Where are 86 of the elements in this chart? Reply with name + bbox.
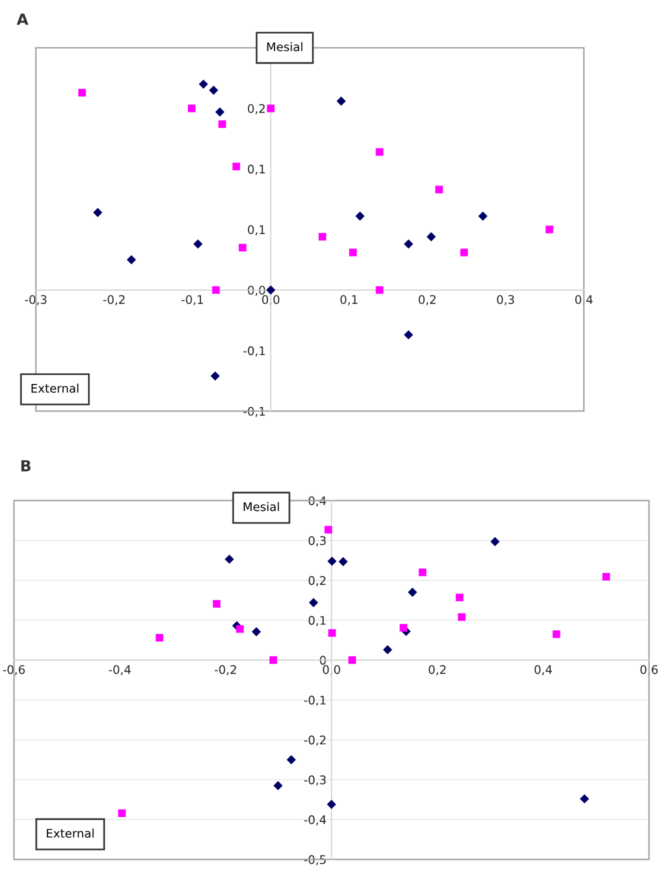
point xyxy=(458,613,466,621)
point xyxy=(552,630,560,638)
point xyxy=(326,800,336,810)
point xyxy=(269,656,278,664)
point xyxy=(193,239,203,249)
point xyxy=(456,594,464,602)
point xyxy=(266,285,276,295)
chart-title: A xyxy=(16,14,28,25)
y-tick-label: -0,3 xyxy=(304,775,326,786)
x-tick-label: 0,4 xyxy=(534,665,552,676)
y-tick-label: 0,2 xyxy=(308,576,326,586)
x-tick-label: 0,0 xyxy=(262,295,280,306)
point xyxy=(318,232,326,241)
point xyxy=(93,208,102,218)
point xyxy=(215,107,224,117)
x-tick-label: -0,2 xyxy=(214,665,236,676)
point xyxy=(376,148,384,156)
point xyxy=(382,645,392,654)
point xyxy=(218,120,226,128)
y-tick-label: 0,1 xyxy=(308,616,326,626)
point xyxy=(212,286,220,294)
y-tick-label: 0,1 xyxy=(248,164,265,175)
x-tick-label: 0,1 xyxy=(340,295,358,306)
point xyxy=(198,80,208,89)
point xyxy=(209,86,218,95)
annotation: Mesial xyxy=(244,502,279,512)
point xyxy=(460,248,468,256)
point xyxy=(324,526,332,534)
point xyxy=(266,104,275,112)
point xyxy=(210,371,220,381)
chart-title: B xyxy=(21,460,31,472)
point xyxy=(224,554,234,564)
point xyxy=(78,88,86,96)
x-tick-label: 0,3 xyxy=(496,295,514,306)
point xyxy=(327,556,337,566)
point xyxy=(490,537,500,546)
y-tick-label: -0,2 xyxy=(304,736,326,746)
x-tick-label: -0,4 xyxy=(108,665,131,676)
x-tick-label: -0,1 xyxy=(182,295,203,306)
point xyxy=(376,286,384,294)
point xyxy=(418,568,426,576)
annotation: Mesial xyxy=(267,42,302,52)
point xyxy=(336,96,346,106)
point xyxy=(355,212,365,221)
point xyxy=(328,629,336,637)
point xyxy=(348,656,356,664)
point xyxy=(308,598,318,608)
x-tick-label: 0,0 xyxy=(322,665,340,676)
point xyxy=(252,627,261,636)
x-tick-label: -0,2 xyxy=(103,295,125,306)
y-tick-label: 0,1 xyxy=(248,225,265,236)
point xyxy=(404,330,414,340)
point xyxy=(156,634,164,642)
y-tick-label: 0,3 xyxy=(308,536,326,546)
point xyxy=(118,809,126,817)
point xyxy=(580,794,590,804)
point xyxy=(478,212,488,221)
x-tick-label: 0,6 xyxy=(640,665,658,676)
point xyxy=(400,624,408,632)
y-tick-label: -0,1 xyxy=(304,696,326,706)
x-tick-label: 0,2 xyxy=(418,295,436,306)
point xyxy=(188,104,196,112)
x-tick-label: -0,6 xyxy=(3,665,25,676)
x-tick-label: 0,2 xyxy=(428,665,446,676)
annotation: External xyxy=(46,828,94,838)
x-tick-label: 0,4 xyxy=(575,295,593,306)
point xyxy=(349,248,357,256)
point xyxy=(435,186,443,194)
point xyxy=(286,755,296,764)
point xyxy=(426,232,436,242)
point xyxy=(236,625,244,633)
point xyxy=(602,572,610,581)
y-tick-label: -0,4 xyxy=(304,815,326,826)
point xyxy=(338,556,348,566)
annotation: External xyxy=(32,384,78,393)
y-tick-label: -0,1 xyxy=(243,346,265,356)
point xyxy=(273,781,283,790)
x-tick-label: -0,3 xyxy=(24,295,46,306)
point xyxy=(546,226,554,234)
point xyxy=(408,588,418,597)
y-tick-label: 0,2 xyxy=(248,104,265,114)
point xyxy=(404,239,414,249)
point xyxy=(126,255,136,264)
point xyxy=(238,244,246,252)
point xyxy=(232,162,240,170)
point xyxy=(212,600,220,608)
